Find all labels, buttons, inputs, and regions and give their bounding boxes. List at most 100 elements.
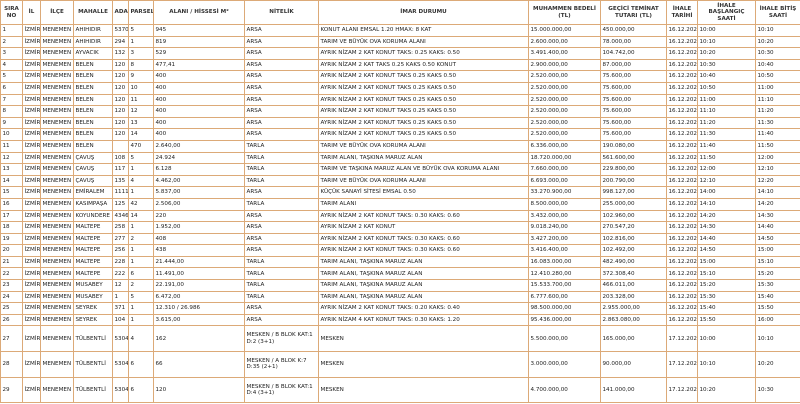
table-cell: 17 — [0, 209, 23, 223]
table-cell: 7 — [0, 93, 23, 107]
table-cell: 15:50 — [697, 313, 756, 327]
table-cell: 5.837,00 — [153, 186, 245, 199]
column-header: İL — [22, 0, 41, 25]
table-cell: 17.12.2025 — [666, 325, 698, 353]
table-cell: 102.816,00 — [600, 232, 667, 246]
table-cell: 203.328,00 — [600, 290, 667, 304]
table-cell: 3.615,00 — [153, 313, 245, 327]
table-cell: 16.12.2025 — [666, 81, 698, 95]
table-cell: TARLA — [244, 174, 319, 188]
table-cell: KÜÇÜK SANAYİ SİTESİ EMSAL 0.50 — [318, 186, 529, 199]
column-header: İHALE BİTİŞ SAATİ — [755, 0, 800, 25]
table-cell: ARSA — [244, 58, 319, 72]
table-row: 28 İZMİR MENEMEN TÜLBENTLİ 5304 6 66 MESKEN / A… — [0, 351, 800, 378]
column-header: İHALE TARİHİ — [666, 0, 698, 25]
table-cell: 2.520.000,00 — [528, 81, 601, 95]
table-cell: 21 — [0, 255, 23, 269]
table-cell: 10:30 — [697, 58, 756, 72]
table-cell: İZMİR — [22, 267, 41, 281]
table-cell: 16.12.2025 — [666, 151, 698, 165]
table-cell: İZMİR — [22, 93, 41, 107]
table-row: 12 İZMİR MENEMEN ÇAVUŞ 108 5 24.924 TARLA TARIM … — [0, 151, 800, 165]
table-row: 20 İZMİR MENEMEN MALTEPE 256 1 438 ARSA AYRIK Nİ… — [0, 244, 800, 257]
table-cell: 1.952,00 — [153, 221, 245, 234]
table-cell: AYRIK NİZAM 2 KAT TAKS 0.25 KAKS 0.50 KO… — [318, 58, 529, 72]
table-cell: 371 — [112, 302, 129, 315]
table-cell: 10:30 — [755, 376, 800, 404]
table-cell: 120 — [112, 93, 129, 107]
table-cell: 3 — [0, 47, 23, 60]
column-header: ADA — [112, 0, 129, 25]
table-cell: 15:00 — [755, 244, 800, 257]
table-cell: 2 — [128, 279, 154, 292]
table-cell: 11:30 — [755, 116, 800, 130]
table-cell: ÇAVUŞ — [73, 174, 113, 188]
table-row: 16 İZMİR MENEMEN KASIMPAŞA 125 42 2.506,00 TARL… — [0, 197, 800, 211]
table-cell: BELEN — [73, 139, 113, 153]
table-cell: 1 — [128, 186, 154, 199]
table-cell: MENEMEN — [40, 209, 74, 223]
table-cell: ARSA — [244, 35, 319, 49]
table-cell: 12 — [128, 105, 154, 118]
table-cell: İZMİR — [22, 302, 41, 315]
table-cell: 16.12.2025 — [666, 116, 698, 130]
table-cell: MESKEN / A BLOK K:7 D:35 (2+1) — [244, 351, 319, 378]
table-cell: MENEMEN — [40, 325, 74, 353]
table-row: 8 İZMİR MENEMEN BELEN 120 12 400 ARSA AYRIK NİZA… — [0, 105, 800, 118]
table-cell: 15:20 — [697, 279, 756, 292]
table-cell: ARSA — [244, 105, 319, 118]
table-cell: 22.191,00 — [153, 279, 245, 292]
table-cell: MENEMEN — [40, 116, 74, 130]
table-cell: 27 — [0, 325, 23, 353]
table-cell: 258 — [112, 221, 129, 234]
table-cell: 98.500.000,00 — [528, 302, 601, 315]
table-cell: 2.863.080,00 — [600, 313, 667, 327]
table-cell: 12.410.280,00 — [528, 267, 601, 281]
table-cell: BELEN — [73, 70, 113, 83]
table-cell: 4 — [0, 58, 23, 72]
table-cell: 18 — [0, 221, 23, 234]
column-header: GEÇİCİ TEMİNAT TUTARI (TL) — [600, 0, 667, 25]
table-cell: 15:00 — [697, 255, 756, 269]
table-cell: 9.018.240,00 — [528, 221, 601, 234]
table-cell: AYVACIK — [73, 47, 113, 60]
table-cell: MALTEPE — [73, 244, 113, 257]
table-cell: AYRIK NİZAM 2 KAT KONUT TAKS: 0.30 KAKS:… — [318, 244, 529, 257]
table-cell: 5304 — [112, 351, 129, 378]
table-cell: 102.492,00 — [600, 244, 667, 257]
table-cell: AYRIK NİZAM 2 KAT KONUT TAKS: 0.30 KAKS:… — [318, 209, 529, 223]
table-cell: MENEMEN — [40, 105, 74, 118]
table-cell: 75.600,00 — [600, 81, 667, 95]
table-cell: MENEMEN — [40, 24, 74, 37]
table-cell: 477,41 — [153, 58, 245, 72]
table-cell: 256 — [112, 244, 129, 257]
table-cell: BELEN — [73, 58, 113, 72]
table-cell: TARIM VE BÜYÜK OVA KORUMA ALANI — [318, 35, 529, 49]
table-cell: 7.660.000,00 — [528, 163, 601, 176]
table-cell: 132 — [112, 47, 129, 60]
table-cell: TARIM VE TAŞKINA MARUZ ALAN VE BÜYÜK OVA… — [318, 163, 529, 176]
table-cell: 14:30 — [697, 221, 756, 234]
table-row: 5 İZMİR MENEMEN BELEN 120 9 400 ARSA AYRIK NİZAM… — [0, 70, 800, 83]
table-cell: 117 — [112, 163, 129, 176]
table-cell: 8.500.000,00 — [528, 197, 601, 211]
table-row: 17 İZMİR MENEMEN KOYUNDERE 4346 14 220 ARSA AYRI… — [0, 209, 800, 223]
table-cell: 1 — [112, 290, 129, 304]
table-row: 11 İZMİR MENEMEN BELEN 470 2.640,00 TARLA TARIM… — [0, 139, 800, 153]
table-cell: 125 — [112, 197, 129, 211]
table-cell: 9 — [0, 116, 23, 130]
table-row: 6 İZMİR MENEMEN BELEN 120 10 400 ARSA AYRIK NİZA… — [0, 81, 800, 95]
table-cell: AYRIK NİZAM 2 KAT KONUT TAKS: 0.30 KAKS:… — [318, 232, 529, 246]
table-cell: SEYREK — [73, 302, 113, 315]
table-cell: 222 — [112, 267, 129, 281]
table-cell: 16.12.2025 — [666, 290, 698, 304]
table-row: 24 İZMİR MENEMEN MUSABEY 1 5 6.472,00 TARLA TARI… — [0, 290, 800, 304]
table-cell: 11 — [0, 139, 23, 153]
table-cell: 10:20 — [697, 376, 756, 404]
table-cell: 3.000.000,00 — [528, 351, 601, 378]
table-cell: MENEMEN — [40, 163, 74, 176]
table-cell: 12:10 — [697, 174, 756, 188]
table-cell: İZMİR — [22, 279, 41, 292]
table-row: 29 İZMİR MENEMEN TÜLBENTLİ 5304 6 120 MESKEN / … — [0, 376, 800, 404]
table-cell: 17.12.2025 — [666, 376, 698, 404]
